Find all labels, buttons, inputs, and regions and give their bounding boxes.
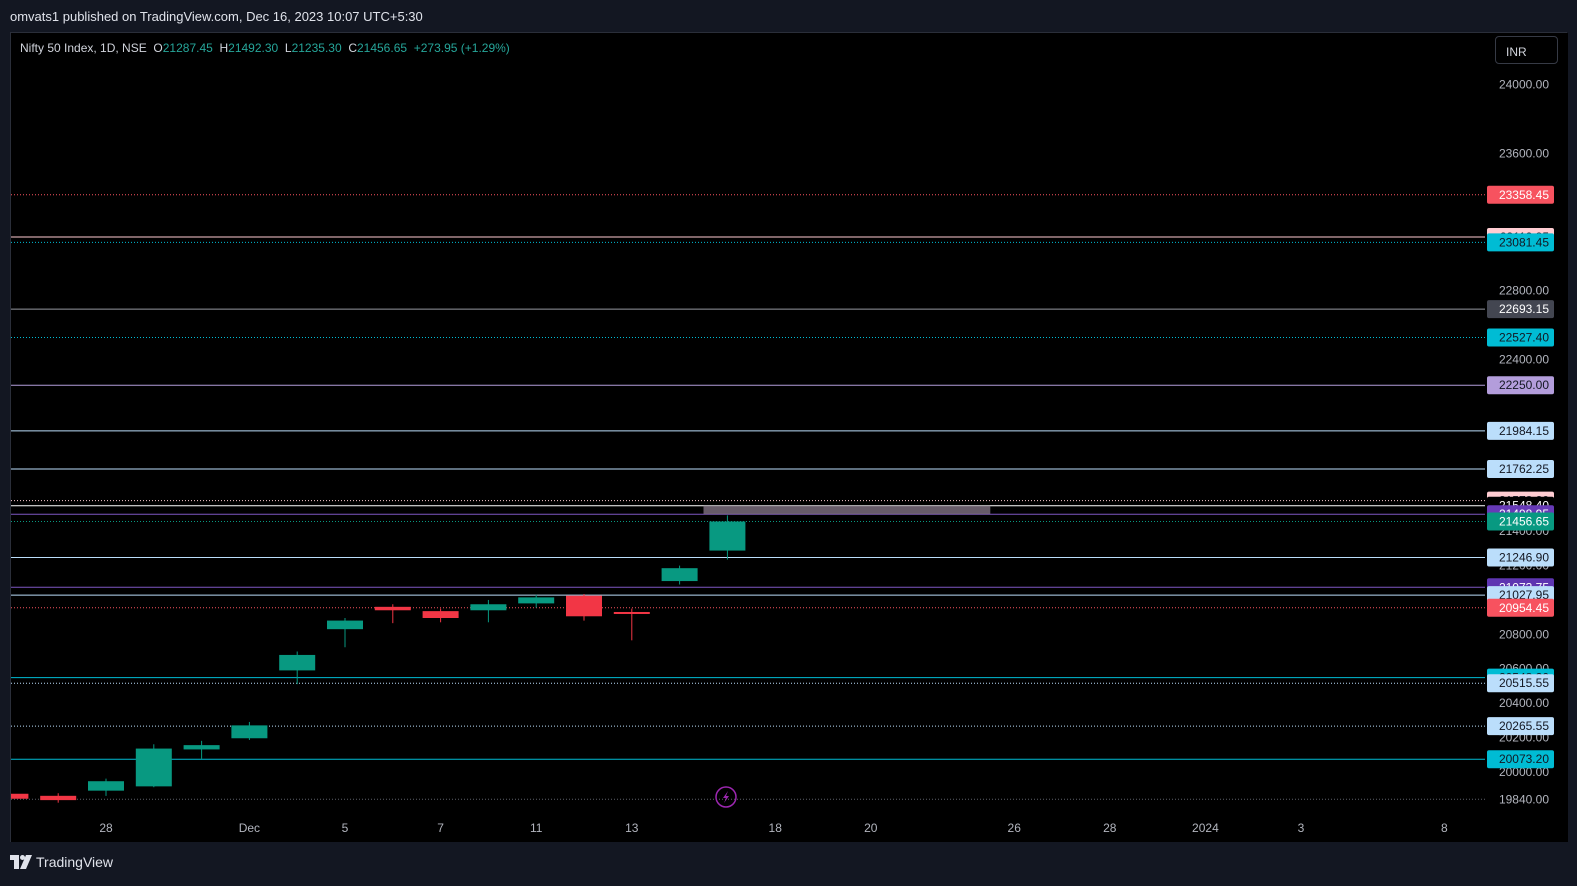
candle-body[interactable]	[566, 595, 602, 617]
level-price-label: 20265.55	[1499, 719, 1549, 733]
low-value: 21235.30	[291, 41, 342, 55]
level-price-label: 23358.45	[1499, 188, 1549, 202]
candle-body[interactable]	[470, 604, 507, 611]
level-price-label: 20954.45	[1499, 601, 1549, 615]
level-price-label: 21456.65	[1499, 515, 1549, 529]
candle-body[interactable]	[422, 611, 459, 618]
time-tick-label: 7	[437, 821, 444, 835]
close-label: C	[348, 41, 357, 55]
top-bar: omvats1 published on TradingView.com, De…	[0, 0, 1577, 32]
level-price-badge[interactable]	[1487, 421, 1554, 440]
price-tick-label: 20400.00	[1499, 696, 1549, 710]
level-price-label: 22250.00	[1499, 378, 1549, 392]
tradingview-logo-icon	[10, 855, 32, 869]
level-price-label: 20073.20	[1499, 752, 1549, 766]
publisher-info: omvats1 published on TradingView.com, De…	[10, 9, 423, 24]
level-price-label: 21984.15	[1499, 424, 1549, 438]
candle-body[interactable]	[11, 793, 29, 799]
time-tick-label: Dec	[239, 821, 260, 835]
candles	[11, 515, 746, 803]
candle-body[interactable]	[374, 606, 411, 611]
price-tick-label: 20000.00	[1499, 765, 1549, 779]
high-value: 21492.30	[228, 41, 279, 55]
level-price-label: 21027.95	[1499, 588, 1549, 602]
time-tick-label: 3	[1298, 821, 1305, 835]
level-price-badge[interactable]	[1487, 750, 1554, 769]
low-label: L	[284, 41, 292, 55]
high-label: H	[219, 41, 229, 55]
level-price-labels: 23358.4523112.8523081.4522693.1522527.40…	[1487, 185, 1554, 769]
candle-body[interactable]	[279, 654, 316, 671]
time-axis[interactable]	[11, 813, 1485, 843]
time-tick-label: 11	[530, 821, 543, 835]
level-price-label: 21762.25	[1499, 462, 1549, 476]
level-price-badge[interactable]	[1487, 300, 1554, 319]
level-price-label: 22527.40	[1499, 331, 1549, 345]
level-price-label: 23081.45	[1499, 235, 1549, 249]
time-tick-label: 5	[342, 821, 349, 835]
candle-body[interactable]	[613, 611, 650, 614]
currency-button[interactable]: INR	[1495, 36, 1558, 64]
level-price-badge[interactable]	[1487, 598, 1554, 617]
level-price-badge[interactable]	[1487, 328, 1554, 347]
level-price-badge[interactable]	[1487, 185, 1554, 204]
time-tick-label: 28	[1103, 821, 1117, 835]
level-price-label: 22693.15	[1499, 302, 1549, 316]
level-price-badge[interactable]	[1487, 376, 1554, 395]
symbol-legend: Nifty 50 Index, 1D, NSE O21287.45 H21492…	[20, 41, 510, 55]
change-value: +273.95 (+1.29%)	[413, 41, 510, 55]
candle-body[interactable]	[231, 725, 268, 739]
candle-body[interactable]	[135, 748, 172, 787]
bottom-bar: TradingView	[0, 842, 1577, 886]
zone-rectangle[interactable]	[703, 505, 991, 515]
candle-body[interactable]	[661, 568, 698, 582]
price-chart[interactable]: 24000.0023600.0022800.0022400.0021400.00…	[11, 33, 1568, 843]
open-value: 21287.45	[162, 41, 213, 55]
plot-area[interactable]	[11, 33, 1485, 813]
brand-name: TradingView	[36, 854, 114, 870]
time-tick-label: 20	[864, 821, 878, 835]
horizontal-levels	[11, 194, 1485, 800]
price-tick-label: 23600.00	[1499, 146, 1549, 160]
price-tick-label: 19840.00	[1499, 792, 1549, 806]
symbol-name[interactable]: Nifty 50 Index, 1D, NSE	[20, 41, 147, 55]
level-price-badge[interactable]	[1487, 233, 1554, 252]
level-price-label: 21246.90	[1499, 551, 1549, 565]
level-price-badge[interactable]	[1487, 460, 1554, 479]
open-label: O	[153, 41, 163, 55]
candle-body[interactable]	[709, 521, 746, 551]
time-axis-labels: 28 Dec 5 7 11 13 18 20 26 28 2024 3 8	[99, 821, 1448, 835]
candle-body[interactable]	[327, 620, 363, 630]
level-price-label: 20515.55	[1499, 676, 1549, 690]
lightning-icon[interactable]	[715, 786, 737, 808]
chart-pane[interactable]: 24000.00 23600.00 22800.00 22400.00 21400.00…	[10, 32, 1568, 843]
level-price-badge[interactable]	[1487, 674, 1554, 693]
candle-body[interactable]	[88, 781, 124, 791]
candle-body[interactable]	[40, 795, 77, 801]
zones	[703, 505, 991, 515]
time-tick-label: 2024	[1192, 821, 1219, 835]
tradingview-logo[interactable]: TradingView	[10, 854, 113, 870]
candle-body[interactable]	[518, 597, 555, 604]
time-tick-label: 26	[1008, 821, 1022, 835]
time-tick-label: 28	[99, 821, 113, 835]
close-value: 21456.65	[356, 41, 408, 55]
level-price-badge[interactable]	[1487, 717, 1554, 736]
price-tick-label: 22800.00	[1499, 284, 1549, 298]
time-tick-label: 8	[1441, 821, 1448, 835]
time-tick-label: 13	[625, 821, 639, 835]
price-axis-labels: 24000.0023600.0022800.0022400.0021400.00…	[1499, 78, 1549, 807]
level-price-badge[interactable]	[1487, 548, 1554, 567]
time-tick-label: 18	[769, 821, 783, 835]
price-tick-label: 24000.00	[1499, 78, 1549, 92]
level-price-badge[interactable]	[1487, 512, 1554, 531]
candle-body[interactable]	[183, 745, 220, 750]
price-tick-label: 20800.00	[1499, 627, 1549, 641]
price-tick-label: 22400.00	[1499, 352, 1549, 366]
